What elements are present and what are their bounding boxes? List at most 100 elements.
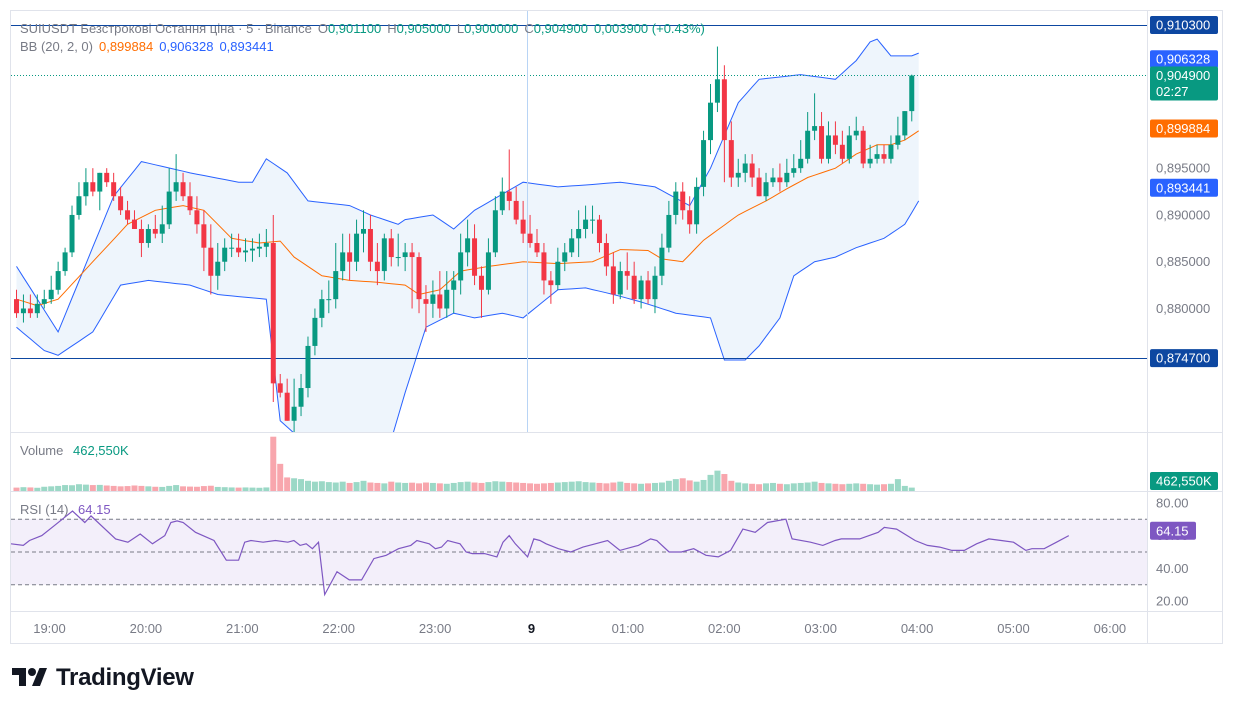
volume-bar[interactable] <box>464 481 471 491</box>
volume-bar[interactable] <box>825 483 832 491</box>
volume-bar[interactable] <box>339 481 346 491</box>
volume-bar[interactable] <box>665 480 672 491</box>
candle-body[interactable] <box>631 275 637 300</box>
volume-bar[interactable] <box>221 487 228 491</box>
candle-body[interactable] <box>326 299 332 301</box>
candle-body[interactable] <box>832 135 838 145</box>
volume-bar[interactable] <box>471 482 478 491</box>
volume-bar[interactable] <box>277 463 284 491</box>
volume-bar[interactable] <box>353 482 360 491</box>
volume-bar[interactable] <box>27 487 34 491</box>
volume-bar[interactable] <box>638 483 645 491</box>
volume-bar[interactable] <box>75 484 82 491</box>
volume-bar[interactable] <box>228 487 235 491</box>
candle-body[interactable] <box>645 280 651 300</box>
volume-bar[interactable] <box>603 483 610 491</box>
candle-body[interactable] <box>673 191 679 215</box>
bb-indicator-label[interactable]: BB (20, 2, 0) <box>20 39 93 54</box>
bb-upper-line[interactable] <box>16 38 919 333</box>
volume-bar[interactable] <box>769 482 776 491</box>
candle-body[interactable] <box>14 299 19 314</box>
candle-body[interactable] <box>742 163 748 173</box>
candle-body[interactable] <box>805 130 811 159</box>
candle-body[interactable] <box>27 308 33 314</box>
volume-bar[interactable] <box>332 482 339 491</box>
candle-body[interactable] <box>902 111 908 136</box>
volume-bar[interactable] <box>346 482 353 491</box>
volume-bar[interactable] <box>908 487 915 491</box>
volume-bar[interactable] <box>631 483 638 491</box>
candle-body[interactable] <box>735 172 741 178</box>
candle-body[interactable] <box>83 182 89 197</box>
candle-body[interactable] <box>701 140 707 187</box>
candle-body[interactable] <box>596 219 602 244</box>
candle-body[interactable] <box>277 383 283 393</box>
volume-bar[interactable] <box>89 485 96 491</box>
volume-bar[interactable] <box>62 485 69 491</box>
volume-bar[interactable] <box>547 482 554 491</box>
volume-bar[interactable] <box>48 486 55 491</box>
candle-body[interactable] <box>478 275 484 290</box>
candle-body[interactable] <box>624 271 630 276</box>
volume-bar[interactable] <box>263 487 270 491</box>
candle-body[interactable] <box>680 191 686 211</box>
candle-body[interactable] <box>791 168 797 173</box>
volume-bar[interactable] <box>492 481 499 491</box>
volume-bar[interactable] <box>527 483 534 491</box>
candle-body[interactable] <box>728 140 734 178</box>
candle-body[interactable] <box>381 238 387 272</box>
tradingview-brand[interactable]: TradingView <box>12 664 194 692</box>
volume-bar[interactable] <box>714 470 721 491</box>
volume-bar[interactable] <box>575 481 582 491</box>
candle-body[interactable] <box>69 214 75 253</box>
volume-bar[interactable] <box>152 486 159 491</box>
volume-bar[interactable] <box>568 481 575 491</box>
candle-body[interactable] <box>62 252 68 272</box>
candle-body[interactable] <box>867 158 873 164</box>
candle-body[interactable] <box>312 317 318 346</box>
volume-bar[interactable] <box>860 483 867 491</box>
volume-bar[interactable] <box>388 481 395 491</box>
candle-body[interactable] <box>194 210 200 225</box>
volume-bar[interactable] <box>693 481 700 491</box>
volume-bar[interactable] <box>554 482 561 491</box>
candle-body[interactable] <box>55 271 61 290</box>
candle-body[interactable] <box>499 191 505 211</box>
candle-body[interactable] <box>354 233 360 262</box>
volume-bar[interactable] <box>138 485 145 491</box>
candle-body[interactable] <box>909 75 915 112</box>
candle-body[interactable] <box>506 191 512 201</box>
volume-bar[interactable] <box>443 483 450 491</box>
volume-bar[interactable] <box>298 479 305 491</box>
volume-bar[interactable] <box>457 482 464 491</box>
volume-bar[interactable] <box>318 481 325 491</box>
volume-bar[interactable] <box>721 474 728 491</box>
volume-bar[interactable] <box>797 482 804 491</box>
volume-bar[interactable] <box>13 487 20 491</box>
candle-body[interactable] <box>402 252 408 258</box>
candle-body[interactable] <box>617 271 623 295</box>
candle-body[interactable] <box>319 299 325 318</box>
candle-body[interactable] <box>145 228 151 244</box>
candle-body[interactable] <box>513 200 519 220</box>
volume-bar[interactable] <box>513 482 520 491</box>
candle-body[interactable] <box>374 261 380 272</box>
candle-body[interactable] <box>187 196 193 211</box>
volume-bar[interactable] <box>811 481 818 491</box>
candle-body[interactable] <box>215 261 221 276</box>
candle-body[interactable] <box>409 252 415 258</box>
candle-body[interactable] <box>388 238 394 258</box>
bb-lower-tag[interactable] <box>1150 178 1218 197</box>
volume-bar[interactable] <box>478 482 485 491</box>
candle-body[interactable] <box>367 228 373 262</box>
volume-bar[interactable] <box>166 485 173 491</box>
candle-body[interactable] <box>576 228 582 239</box>
volume-bar[interactable] <box>651 482 658 491</box>
candle-body[interactable] <box>444 289 450 309</box>
volume-bar[interactable] <box>270 436 277 491</box>
volume-bar[interactable] <box>242 487 249 491</box>
candle-body[interactable] <box>839 144 845 159</box>
bb-mid-tag[interactable] <box>1150 119 1218 138</box>
candle-body[interactable] <box>291 406 297 421</box>
candle-body[interactable] <box>548 280 554 286</box>
